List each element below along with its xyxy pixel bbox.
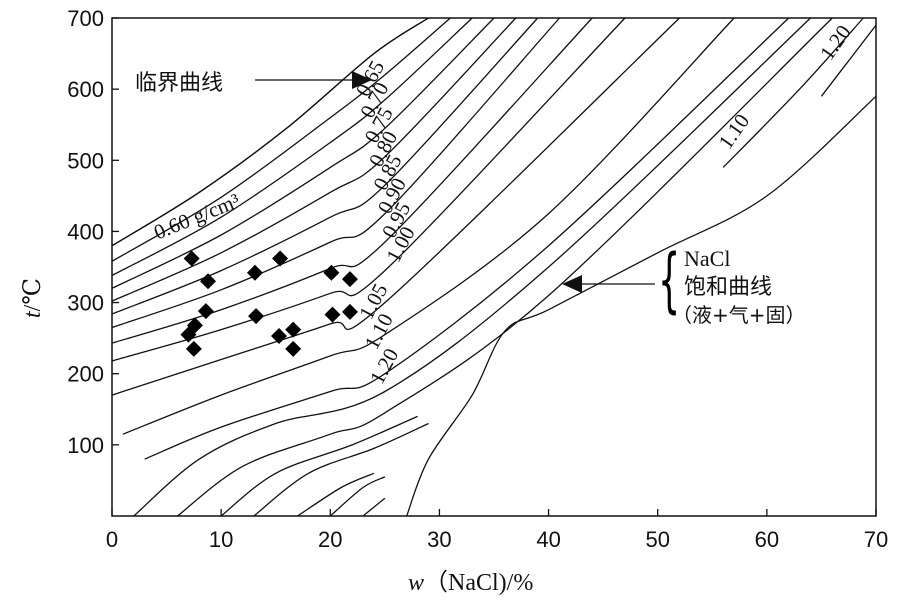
nacl-saturation-curve <box>406 95 877 517</box>
upper-isochore-line-2 <box>820 24 877 97</box>
isochore-line-11 <box>122 17 735 435</box>
data-point-5 <box>180 326 197 343</box>
x-axis-title: w（NaCl)/% <box>408 570 533 596</box>
x-tick-label-40: 40 <box>536 527 560 552</box>
data-point-2 <box>200 273 217 290</box>
x-tick-label-20: 20 <box>318 527 342 552</box>
upper-isochore-label-2: 1.20 <box>815 21 856 65</box>
data-point-3 <box>197 303 214 320</box>
y-tick-label-600: 600 <box>67 77 104 102</box>
isochore-line-2 <box>111 17 451 262</box>
y-axis-title-var: t <box>20 310 46 318</box>
critical-curve-arrowhead <box>352 71 372 89</box>
y-axis-title: t/℃ <box>20 278 46 318</box>
x-tick-label-50: 50 <box>645 527 669 552</box>
critical-curve <box>111 17 429 247</box>
y-tick-label-300: 300 <box>67 291 104 316</box>
data-point-14 <box>341 271 358 288</box>
data-point-8 <box>248 308 265 325</box>
isochore-label-layer: 0.60 g/cm³0.650.700.750.800.850.900.951.… <box>150 21 855 389</box>
isochore-line-3 <box>111 17 473 277</box>
data-point-11 <box>285 321 302 338</box>
saturation-arrowhead <box>562 275 582 293</box>
isochore-line-8 <box>111 17 593 344</box>
isochore-line-7 <box>111 17 560 329</box>
tick-layer: 0 10 20 30 40 50 60 70 100 200 300 400 500 600 700 <box>67 6 888 552</box>
isochore-layer <box>111 17 877 517</box>
isochore-line-18 <box>329 476 386 517</box>
isochore-line-12 <box>144 17 790 460</box>
data-point-7 <box>246 264 263 281</box>
scatter-layer <box>180 250 358 357</box>
saturation-label-line3: （液+气+固） <box>672 303 806 327</box>
isochore-label-12: 1.20 <box>365 344 403 388</box>
isochore-line-9 <box>111 17 626 362</box>
data-point-15 <box>324 306 341 323</box>
upper-isochore-label-1: 1.10 <box>713 109 754 153</box>
data-point-16 <box>341 303 358 320</box>
data-point-6 <box>185 340 202 357</box>
x-tick-label-10: 10 <box>209 527 233 552</box>
isochore-line-17 <box>297 472 375 517</box>
data-point-12 <box>285 340 302 357</box>
y-axis-title-rest: /℃ <box>20 278 46 312</box>
isochore-line-4 <box>111 17 495 289</box>
isochore-line-13 <box>133 17 811 517</box>
isochore-label-1: 0.60 g/cm³ <box>150 188 243 244</box>
plot-frame <box>111 17 877 517</box>
y-tick-label-100: 100 <box>67 433 104 458</box>
isochore-line-6 <box>111 17 539 315</box>
saturation-label-line1: NaCl <box>684 246 730 271</box>
upper-isochore-line-1 <box>722 17 864 168</box>
y-tick-label-500: 500 <box>67 148 104 173</box>
x-tick-label-70: 70 <box>864 527 888 552</box>
x-axis-title-var: w <box>408 570 424 596</box>
isochore-line-5 <box>111 17 517 302</box>
x-axis-title-rest: （NaCl)/% <box>424 570 533 596</box>
data-point-10 <box>270 328 287 345</box>
x-tick-label-0: 0 <box>106 527 118 552</box>
x-tick-label-60: 60 <box>755 527 779 552</box>
isochore-line-19 <box>362 497 386 517</box>
isochore-line-10 <box>111 17 680 396</box>
isochore-line-16 <box>253 422 429 517</box>
data-point-9 <box>272 250 289 267</box>
y-tick-label-200: 200 <box>67 362 104 387</box>
isochore-line-14 <box>177 17 833 517</box>
saturation-brace: { <box>658 241 680 322</box>
boundary-curve-layer <box>111 17 877 517</box>
y-tick-label-400: 400 <box>67 219 104 244</box>
isochore-line-15 <box>220 415 418 517</box>
y-tick-label-700: 700 <box>67 6 104 31</box>
critical-curve-label: 临界曲线 <box>135 71 223 96</box>
data-point-1 <box>183 250 200 267</box>
saturation-label-line2: 饱和曲线 <box>684 275 772 300</box>
data-point-13 <box>323 264 340 281</box>
x-tick-label-30: 30 <box>427 527 451 552</box>
